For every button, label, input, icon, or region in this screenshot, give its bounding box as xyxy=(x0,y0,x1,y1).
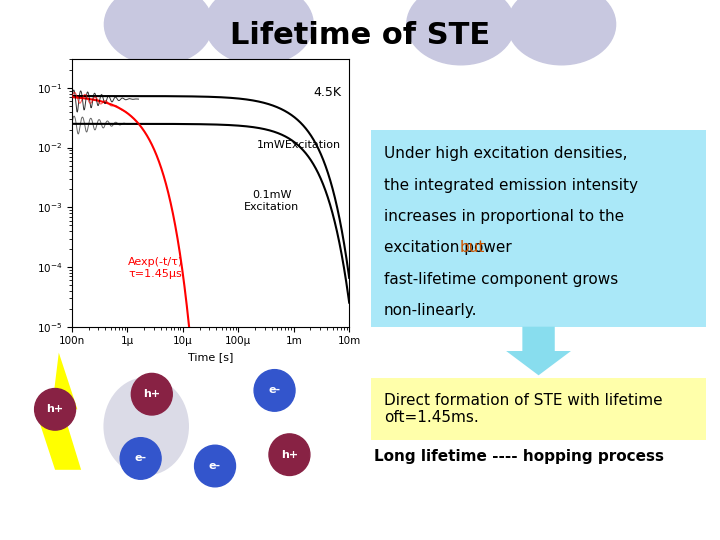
Text: the integrated emission intensity: the integrated emission intensity xyxy=(384,178,638,193)
X-axis label: Time [s]: Time [s] xyxy=(188,352,233,362)
FancyBboxPatch shape xyxy=(371,130,706,327)
Polygon shape xyxy=(506,327,571,375)
Text: 1mWExcitation: 1mWExcitation xyxy=(257,140,341,150)
Text: h+: h+ xyxy=(281,450,298,460)
Circle shape xyxy=(35,388,76,430)
Text: Under high excitation densities,: Under high excitation densities, xyxy=(384,146,627,161)
Circle shape xyxy=(254,369,295,411)
Text: fast-lifetime component grows: fast-lifetime component grows xyxy=(384,272,618,287)
Circle shape xyxy=(120,437,161,480)
Text: Lifetime of STE: Lifetime of STE xyxy=(230,21,490,50)
Text: h+: h+ xyxy=(47,404,63,414)
Text: e-: e- xyxy=(135,454,147,463)
Text: 0.1mW
Excitation: 0.1mW Excitation xyxy=(244,190,300,212)
Text: Long lifetime ---- hopping process: Long lifetime ---- hopping process xyxy=(374,449,665,464)
Text: Aexp(-t/τ)
τ=1.45μs: Aexp(-t/τ) τ=1.45μs xyxy=(127,257,183,279)
Text: excitation power: excitation power xyxy=(384,240,516,255)
Circle shape xyxy=(269,434,310,475)
Text: $\varepsilon$: $\varepsilon$ xyxy=(28,485,45,513)
Text: Direct formation of STE with lifetime
oft=1.45ms.: Direct formation of STE with lifetime of… xyxy=(384,393,662,426)
Circle shape xyxy=(131,374,172,415)
Ellipse shape xyxy=(104,377,189,475)
Text: e-: e- xyxy=(209,461,221,471)
Polygon shape xyxy=(37,353,81,470)
Text: but: but xyxy=(459,240,485,255)
Text: non-linearly.: non-linearly. xyxy=(384,303,477,318)
Circle shape xyxy=(205,0,313,65)
Circle shape xyxy=(407,0,515,65)
FancyBboxPatch shape xyxy=(371,378,706,440)
Circle shape xyxy=(194,445,235,487)
Circle shape xyxy=(508,0,616,65)
Text: e-: e- xyxy=(269,386,281,395)
Text: increases in proportional to the: increases in proportional to the xyxy=(384,209,624,224)
Text: Directly: Directly xyxy=(99,364,145,377)
Text: 4.5K: 4.5K xyxy=(313,86,341,99)
Circle shape xyxy=(104,0,212,65)
Text: h+: h+ xyxy=(143,389,161,399)
